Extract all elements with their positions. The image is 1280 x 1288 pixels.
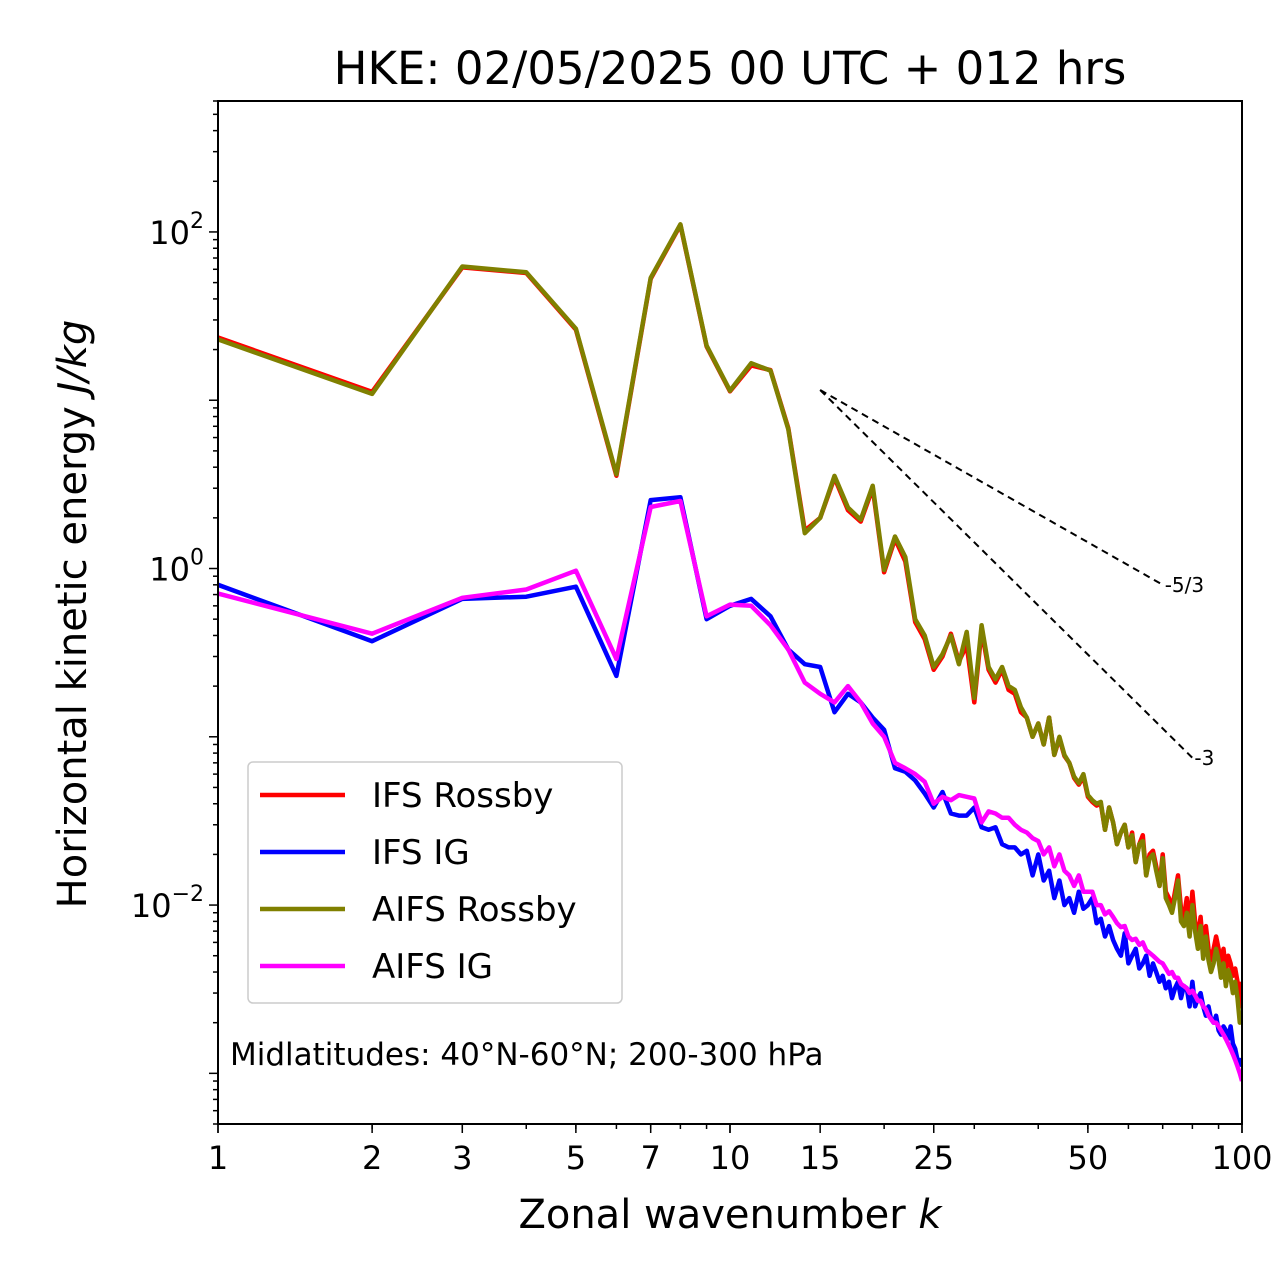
reference-slope-label: -3 — [1194, 746, 1214, 770]
x-axis-label-text: Zonal wavenumber — [518, 1192, 906, 1238]
y-axis-ticks: 10−2 100 102 — [131, 100, 218, 1125]
x-axis-label: Zonal wavenumber k — [518, 1192, 943, 1238]
y-tick-label: 102 — [149, 209, 204, 252]
legend-box — [247, 761, 623, 1004]
x-tick-label: 15 — [800, 1139, 841, 1177]
x-tick-label: 25 — [913, 1139, 954, 1177]
x-tick-label: 5 — [566, 1139, 586, 1177]
x-tick-label: 7 — [641, 1139, 661, 1177]
reference-slope-line — [819, 389, 1164, 586]
series-layer — [218, 222, 1242, 1082]
legend-label: IFS IG — [372, 833, 470, 873]
x-tick-label: 10 — [710, 1139, 751, 1177]
plot-area: -5/3 -3 1 2 3 5 7 10 15 25 50 100 10−2 100 102 — [131, 100, 1273, 1177]
legend-label: IFS Rossby — [372, 776, 553, 816]
x-tick-label: 3 — [452, 1139, 472, 1177]
series-line-aifs-ig — [218, 498, 1242, 1082]
x-axis-variable: k — [918, 1192, 943, 1238]
legend-entries: IFS Rossby IFS IG AIFS Rossby AIFS IG — [260, 776, 577, 987]
legend-label: AIFS Rossby — [372, 890, 577, 930]
x-tick-label: 100 — [1211, 1139, 1272, 1177]
x-tick-label: 1 — [208, 1139, 228, 1177]
y-tick-label: 100 — [149, 546, 204, 589]
x-tick-label: 2 — [362, 1139, 382, 1177]
y-axis-units: J/kg — [50, 320, 96, 401]
legend-label: AIFS IG — [372, 947, 493, 987]
reference-slopes: -5/3 -3 — [819, 389, 1214, 770]
series-line-aifs-rossby — [218, 222, 1242, 1025]
reference-slope-label: -5/3 — [1165, 573, 1204, 597]
y-axis-label-text: Horizontal kinetic energy — [50, 406, 96, 908]
x-tick-label: 50 — [1068, 1139, 1109, 1177]
chart-title: HKE: 02/05/2025 00 UTC + 012 hrs — [334, 42, 1127, 95]
y-axis-label: Horizontal kinetic energy J/kg — [50, 320, 96, 909]
y-tick-label: 10−2 — [131, 882, 204, 925]
reference-slope-line — [819, 389, 1194, 759]
x-axis-ticks: 1 2 3 5 7 10 15 25 50 100 — [208, 1124, 1273, 1177]
legend: IFS Rossby IFS IG AIFS Rossby AIFS IG — [247, 761, 623, 1004]
region-annotation: Midlatitudes: 40°N-60°N; 200-300 hPa — [230, 1037, 824, 1073]
